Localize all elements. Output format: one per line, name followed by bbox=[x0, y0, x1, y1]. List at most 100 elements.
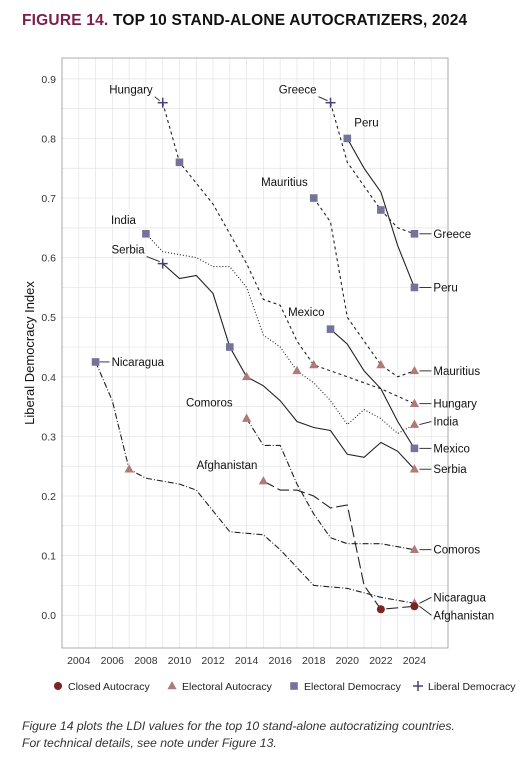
start-label-nicaragua: Nicaragua bbox=[112, 357, 165, 369]
end-leader-nicaragua bbox=[419, 596, 432, 604]
chart-axes: 2004 2006 2008 2010 2012 2014 2016 2018 2020 2022… bbox=[22, 57, 449, 667]
series-line-mexico bbox=[330, 328, 415, 449]
end-label-greece: Greece bbox=[433, 229, 471, 241]
y-tick-label: 0.0 bbox=[41, 610, 56, 622]
marker-hungary-2009 bbox=[157, 97, 168, 108]
x-tick-label: 2006 bbox=[101, 655, 125, 667]
start-label-mexico: Mexico bbox=[288, 307, 324, 319]
end-label-serbia: Serbia bbox=[433, 464, 467, 476]
end-label-mauritius: Mauritius bbox=[433, 366, 480, 378]
legend-marker-liberal-democracy bbox=[413, 681, 423, 691]
series-line-comoros bbox=[246, 418, 415, 551]
start-label-india: India bbox=[111, 215, 137, 227]
start-label-serbia: Serbia bbox=[111, 245, 145, 257]
series-line-peru bbox=[346, 138, 415, 288]
legend-item-closed-autocracy: Closed Autocracy bbox=[54, 681, 150, 693]
legend-marker-electoral-democracy bbox=[290, 682, 298, 690]
y-tick-label: 0.8 bbox=[41, 133, 56, 145]
start-label-comoros: Comoros bbox=[186, 398, 233, 410]
marker-afghanistan-2015 bbox=[258, 476, 268, 485]
marker-greece-2019 bbox=[325, 97, 336, 108]
x-tick-label: 2010 bbox=[168, 655, 192, 667]
y-tick-label: 0.6 bbox=[41, 253, 56, 265]
legend-label-electoral-autocracy: Electoral Autocracy bbox=[182, 681, 273, 693]
end-leader-india bbox=[419, 421, 432, 425]
end-label-peru: Peru bbox=[433, 282, 457, 294]
marker-mauritius-2022 bbox=[376, 359, 386, 369]
marker-afghanistan-2022 bbox=[376, 605, 385, 614]
series-line-serbia bbox=[162, 263, 415, 470]
end-label-hungary: Hungary bbox=[433, 399, 477, 411]
x-tick-label: 2020 bbox=[336, 655, 360, 667]
legend-label-liberal-democracy: Liberal Democracy bbox=[428, 681, 516, 693]
chart-markers bbox=[91, 97, 420, 614]
marker-hungary-2024 bbox=[409, 398, 420, 407]
marker-greece-2022 bbox=[377, 206, 385, 214]
marker-india-2008 bbox=[142, 230, 150, 238]
x-tick-label: 2018 bbox=[302, 655, 326, 667]
leader-greece bbox=[318, 96, 328, 102]
y-tick-label: 0.2 bbox=[41, 491, 56, 503]
marker-india-2024 bbox=[409, 419, 420, 428]
start-label-afghanistan: Afghanistan bbox=[197, 460, 258, 472]
series-line-india bbox=[145, 233, 415, 435]
marker-hungary-2010 bbox=[175, 158, 184, 167]
y-tick-label: 0.7 bbox=[41, 193, 56, 205]
plot-frame bbox=[61, 57, 449, 649]
series-line-mauritius bbox=[313, 197, 415, 378]
marker-india-2017 bbox=[292, 365, 302, 375]
marker-serbia-2024 bbox=[409, 464, 420, 473]
chart-grid bbox=[61, 58, 449, 648]
end-label-comoros: Comoros bbox=[433, 545, 480, 557]
marker-serbia-2013 bbox=[226, 343, 234, 351]
x-tick-label: 2008 bbox=[134, 655, 158, 667]
start-label-hungary: Hungary bbox=[109, 85, 153, 97]
series-line-hungary bbox=[162, 102, 415, 405]
marker-serbia-2014 bbox=[242, 371, 252, 381]
marker-comoros-2014 bbox=[242, 413, 252, 422]
end-label-india: India bbox=[433, 417, 459, 429]
marker-nicaragua-2007 bbox=[124, 464, 134, 473]
y-tick-label: 0.1 bbox=[41, 551, 56, 563]
x-tick-label: 2022 bbox=[369, 655, 393, 667]
marker-hungary-2018 bbox=[309, 359, 319, 369]
start-label-greece: Greece bbox=[279, 85, 317, 97]
legend-item-liberal-democracy: Liberal Democracy bbox=[413, 681, 516, 693]
legend-marker-electoral-autocracy bbox=[167, 681, 177, 690]
end-label-nicaragua: Nicaragua bbox=[433, 592, 486, 604]
end-label-mexico: Mexico bbox=[433, 443, 469, 455]
chart-series bbox=[95, 102, 415, 610]
chart-legend: Closed Autocracy Electoral Autocracy Elect… bbox=[54, 681, 516, 693]
x-tick-label: 2024 bbox=[403, 655, 427, 667]
figure-title-text: TOP 10 STAND-ALONE AUTOCRATIZERS, 2024 bbox=[112, 12, 468, 29]
y-tick-label: 0.4 bbox=[41, 372, 56, 384]
figure-title: FIGURE 14. TOP 10 STAND-ALONE AUTOCRATIZ… bbox=[22, 12, 467, 30]
y-axis-label: Liberal Democracy Index bbox=[22, 281, 37, 425]
marker-mauritius-2024 bbox=[409, 365, 420, 375]
legend-item-electoral-democracy: Electoral Democracy bbox=[290, 681, 402, 693]
legend-label-closed-autocracy: Closed Autocracy bbox=[68, 681, 150, 693]
marker-mexico-2024 bbox=[410, 444, 419, 453]
caption-line-2: For technical details, see note under Fi… bbox=[22, 736, 277, 750]
figure-number: FIGURE 14. bbox=[22, 12, 109, 29]
marker-mexico-2019 bbox=[326, 325, 335, 333]
y-tick-label: 0.3 bbox=[41, 431, 56, 443]
figure-caption: Figure 14 plots the LDI values for the t… bbox=[22, 718, 512, 752]
marker-mauritius-2018 bbox=[309, 194, 318, 202]
start-label-mauritius: Mauritius bbox=[261, 177, 308, 189]
end-label-afghanistan: Afghanistan bbox=[433, 610, 494, 622]
chart-labels: Hungary Hungary Greece Greece Peru Peru Maurit… bbox=[99, 85, 494, 622]
leader-hungary bbox=[154, 96, 160, 102]
y-tick-label: 0.9 bbox=[41, 74, 56, 86]
y-tick-label: 0.5 bbox=[41, 312, 56, 324]
series-line-afghanistan bbox=[263, 480, 415, 610]
marker-serbia-2009 bbox=[157, 258, 168, 269]
leader-serbia bbox=[146, 256, 160, 263]
x-tick-label: 2016 bbox=[268, 655, 292, 667]
caption-line-1: Figure 14 plots the LDI values for the t… bbox=[22, 719, 455, 733]
marker-peru-2024 bbox=[410, 283, 419, 292]
series-line-nicaragua bbox=[95, 361, 415, 604]
line-chart: 2004 2006 2008 2010 2012 2014 2016 2018 2020 2022… bbox=[22, 57, 516, 693]
start-label-peru: Peru bbox=[354, 117, 378, 129]
end-leader-afghanistan bbox=[419, 605, 432, 616]
